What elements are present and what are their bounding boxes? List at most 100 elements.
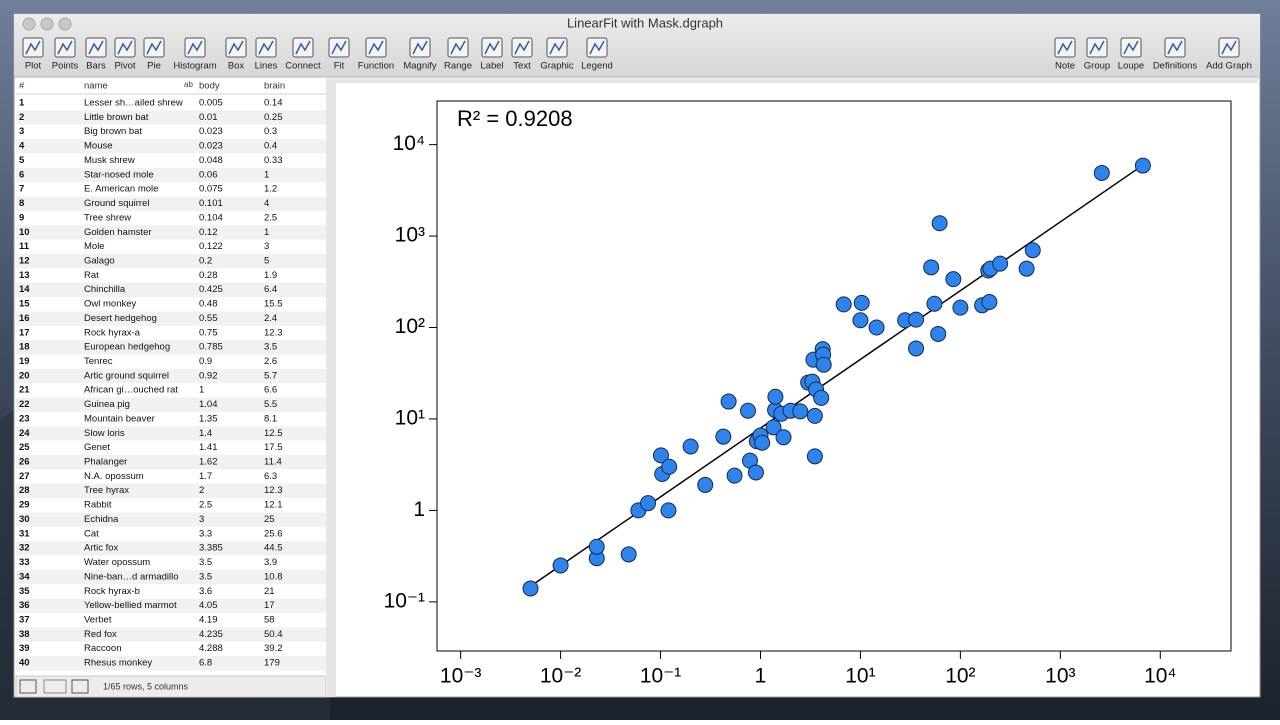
row-number[interactable]: 38 xyxy=(19,629,30,640)
row-number[interactable]: 31 xyxy=(19,528,30,539)
cell[interactable]: Guinea pig xyxy=(84,399,130,410)
cell[interactable]: 0.28 xyxy=(199,270,218,281)
row-number[interactable]: 34 xyxy=(19,571,30,582)
cell[interactable]: 0.25 xyxy=(264,112,283,123)
cell[interactable]: 25.6 xyxy=(264,528,283,539)
row-number[interactable]: 33 xyxy=(19,557,30,568)
cell[interactable]: 3.5 xyxy=(199,557,212,568)
cell[interactable]: Rock hyrax-a xyxy=(84,327,141,338)
cell[interactable]: 1 xyxy=(199,385,204,396)
cell[interactable]: 0.075 xyxy=(199,184,223,195)
tool-label[interactable]: Function xyxy=(358,61,394,72)
row-number[interactable]: 15 xyxy=(19,299,30,310)
cell[interactable]: Desert hedgehog xyxy=(84,313,157,324)
tool-label[interactable]: Fit xyxy=(334,61,345,72)
row-number[interactable]: 14 xyxy=(19,284,30,295)
cell[interactable]: 179 xyxy=(264,658,280,669)
cell[interactable]: 0.55 xyxy=(199,313,218,324)
list-button[interactable] xyxy=(19,679,37,694)
cell[interactable]: 8.1 xyxy=(264,413,277,424)
cell[interactable]: Water opossum xyxy=(84,557,150,568)
row-number[interactable]: 1 xyxy=(19,98,25,109)
tool-label[interactable]: Loupe xyxy=(1118,61,1144,72)
cell[interactable]: Yellow-bellied marmot xyxy=(84,600,177,611)
cell[interactable]: 5.7 xyxy=(264,370,277,381)
cell[interactable]: 0.4 xyxy=(264,141,277,152)
cell[interactable]: 0.48 xyxy=(199,299,218,310)
close-button[interactable] xyxy=(22,17,36,31)
cell[interactable]: 3.5 xyxy=(264,342,277,353)
row-number[interactable]: 25 xyxy=(19,442,30,453)
cell[interactable]: 0.2 xyxy=(199,255,212,266)
cell[interactable]: Ground squirrel xyxy=(84,198,149,209)
row-number[interactable]: 6 xyxy=(19,169,24,180)
tool-label[interactable]: Legend xyxy=(581,61,613,72)
cell[interactable]: Raccoon xyxy=(84,643,122,654)
cell[interactable]: 1.35 xyxy=(199,413,218,424)
row-number[interactable]: 39 xyxy=(19,643,30,654)
row-number[interactable]: 37 xyxy=(19,614,30,625)
cell[interactable]: 0.101 xyxy=(199,198,223,209)
cell[interactable]: Little brown bat xyxy=(84,112,149,123)
cell[interactable]: Tree hyrax xyxy=(84,485,129,496)
tool-label[interactable]: Box xyxy=(228,61,245,72)
cell[interactable]: 25 xyxy=(264,514,275,525)
row-number[interactable]: 30 xyxy=(19,514,30,525)
row-number[interactable]: 12 xyxy=(19,255,30,266)
tool-label[interactable]: Graphic xyxy=(540,61,574,72)
cell[interactable]: 3 xyxy=(264,241,269,252)
column-header[interactable]: # xyxy=(19,81,25,92)
cell[interactable]: 3 xyxy=(199,514,204,525)
cell[interactable]: Mole xyxy=(84,241,105,252)
cell[interactable]: Phalanger xyxy=(84,457,127,468)
cell[interactable]: Rock hyrax-b xyxy=(84,586,140,597)
cell[interactable]: 1.41 xyxy=(199,442,218,453)
row-number[interactable]: 40 xyxy=(19,658,30,669)
cell[interactable]: European hedgehog xyxy=(84,342,170,353)
tool-label[interactable]: Bars xyxy=(86,61,106,72)
cell[interactable]: 12.5 xyxy=(264,428,283,439)
cell[interactable]: 0.425 xyxy=(199,284,223,295)
cell[interactable]: Rat xyxy=(84,270,99,281)
cell[interactable]: 0.01 xyxy=(199,112,218,123)
splitter[interactable] xyxy=(326,78,336,697)
cell[interactable]: 6.4 xyxy=(264,284,277,295)
row-number[interactable]: 13 xyxy=(19,270,30,281)
cell[interactable]: Cat xyxy=(84,528,99,539)
cell[interactable]: 4.19 xyxy=(199,614,218,625)
row-number[interactable]: 27 xyxy=(19,471,30,482)
cell[interactable]: Rhesus monkey xyxy=(84,658,152,669)
cell[interactable]: African gi…ouched rat xyxy=(84,385,178,396)
edit-button[interactable] xyxy=(71,679,89,694)
tool-label[interactable]: Points xyxy=(52,61,79,72)
tool-label[interactable]: Plot xyxy=(25,61,42,72)
cell[interactable]: Golden hamster xyxy=(84,227,152,238)
cell[interactable]: 0.785 xyxy=(199,342,223,353)
cell[interactable]: 0.048 xyxy=(199,155,223,166)
cell[interactable]: 0.023 xyxy=(199,126,223,137)
tool-label[interactable]: Pivot xyxy=(114,61,135,72)
row-number[interactable]: 20 xyxy=(19,370,30,381)
cell[interactable]: Artic fox xyxy=(84,543,119,554)
cell[interactable]: 5 xyxy=(264,255,269,266)
cell[interactable]: Lesser sh…ailed shrew xyxy=(84,98,183,109)
tool-label[interactable]: Pie xyxy=(147,61,161,72)
cell[interactable]: Big brown bat xyxy=(84,126,142,137)
cell[interactable]: 1.7 xyxy=(199,471,212,482)
row-number[interactable]: 2 xyxy=(19,112,24,123)
zoom-button[interactable] xyxy=(58,17,72,31)
cell[interactable]: 2 xyxy=(199,485,204,496)
cell[interactable]: 6.3 xyxy=(264,471,277,482)
tool-label[interactable]: Magnify xyxy=(403,61,437,72)
cell[interactable]: 3.385 xyxy=(199,543,223,554)
cell[interactable]: 1 xyxy=(264,227,269,238)
row-number[interactable]: 29 xyxy=(19,500,30,511)
row-number[interactable]: 5 xyxy=(19,155,25,166)
cell[interactable]: Tenrec xyxy=(84,356,113,367)
cell[interactable]: Echidna xyxy=(84,514,119,525)
cell[interactable]: Nine-ban…d armadillo xyxy=(84,571,179,582)
cell[interactable]: 11.4 xyxy=(264,457,282,468)
tool-label[interactable]: Lines xyxy=(255,61,278,72)
row-number[interactable]: 26 xyxy=(19,457,30,468)
row-number[interactable]: 22 xyxy=(19,399,30,410)
